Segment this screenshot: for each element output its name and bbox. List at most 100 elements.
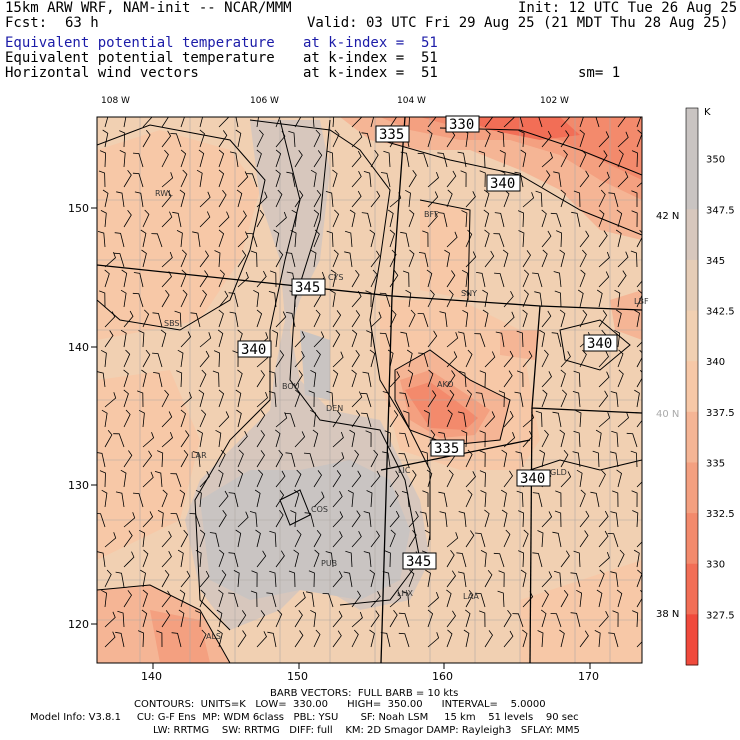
wind-barb — [180, 269, 187, 288]
wind-barb — [479, 610, 486, 628]
wind-barb — [235, 389, 242, 408]
wind-barb — [439, 511, 448, 528]
wind-barb — [161, 489, 168, 508]
wind-barb — [329, 289, 336, 308]
wind-barb — [518, 130, 525, 148]
wind-barb — [100, 349, 107, 368]
field3-name: Horizontal wind vectors — [5, 65, 199, 81]
lon-label: 104 W — [397, 96, 426, 106]
wind-barb — [308, 390, 315, 408]
wind-barb — [351, 470, 362, 488]
wind-barb — [237, 171, 249, 188]
wind-barb — [272, 329, 279, 348]
wind-barb — [154, 471, 163, 488]
wind-barb — [294, 117, 302, 128]
wind-barb — [180, 430, 190, 448]
wind-barb — [365, 290, 372, 308]
wind-barb — [617, 131, 629, 148]
wind-barb — [332, 452, 345, 468]
wind-barb — [218, 411, 230, 428]
wind-barb — [541, 429, 549, 448]
wind-barb — [229, 311, 239, 328]
lon-label: 102 W — [540, 96, 569, 106]
wind-barb — [612, 610, 619, 628]
station-label: RWL — [155, 189, 173, 198]
wind-barb — [104, 631, 116, 648]
wind-barb — [142, 309, 150, 328]
wind-barb — [115, 631, 125, 648]
wind-barb — [332, 570, 343, 588]
wind-barb — [363, 171, 372, 188]
wind-barb — [344, 251, 353, 268]
wind-barb — [417, 152, 429, 168]
wind-barb — [256, 117, 259, 128]
wind-barb — [503, 291, 514, 308]
wind-barb — [474, 592, 486, 608]
contour-label: 335 — [434, 441, 459, 457]
wind-barb — [497, 130, 505, 148]
wind-barb — [275, 211, 287, 228]
wind-barb — [579, 129, 585, 148]
wind-barb — [351, 150, 362, 168]
wind-barb — [402, 270, 410, 288]
wind-barb — [610, 511, 619, 528]
wind-barb — [294, 190, 304, 208]
wind-barb — [199, 409, 207, 428]
wind-barb — [142, 589, 148, 608]
wind-barb — [139, 529, 146, 548]
wind-barb — [399, 432, 410, 448]
wind-barb — [275, 470, 286, 488]
wind-barb — [180, 391, 192, 408]
wind-barb — [408, 209, 415, 228]
wind-barb — [539, 449, 546, 468]
wind-barb — [579, 630, 589, 648]
wind-barb — [405, 189, 411, 208]
wind-barb — [421, 450, 429, 468]
wind-barb — [579, 249, 587, 268]
wind-barb — [407, 369, 414, 388]
wind-barb — [446, 170, 457, 188]
wind-barb — [288, 570, 296, 588]
wind-barb — [286, 171, 296, 188]
wind-barb — [294, 150, 303, 168]
wind-barb — [142, 129, 151, 148]
colorbar-label: 347.5 — [706, 205, 735, 216]
wind-barb — [389, 270, 399, 288]
wind-barb — [99, 470, 106, 488]
wind-barb — [369, 629, 375, 648]
wind-barb — [178, 609, 185, 628]
wind-barb — [275, 189, 283, 208]
wind-barb — [313, 129, 321, 148]
wind-barb — [475, 532, 486, 548]
colorbar — [685, 107, 699, 666]
wind-barb — [541, 571, 553, 588]
wind-barb — [218, 389, 225, 408]
wind-barb — [550, 613, 562, 628]
wind-barb — [161, 551, 172, 568]
wind-barb — [615, 229, 622, 248]
wind-barb — [161, 590, 172, 608]
wind-barb — [218, 569, 227, 588]
wind-barb — [626, 432, 638, 448]
wind-barb — [104, 311, 116, 328]
wind-barb — [293, 489, 300, 508]
wind-barb — [598, 469, 606, 488]
wind-barb — [256, 469, 264, 488]
wind-barb — [161, 251, 173, 268]
wind-barb — [332, 209, 340, 228]
wind-barb — [370, 190, 381, 208]
wind-barb — [99, 290, 106, 308]
wind-barb — [176, 370, 183, 388]
wind-barb — [631, 210, 638, 228]
wind-barb — [515, 451, 524, 468]
wind-barb — [97, 231, 106, 248]
wind-barb — [218, 189, 227, 208]
wind-barb — [389, 371, 400, 388]
wind-barb — [389, 229, 395, 248]
wind-barb — [179, 489, 186, 508]
wind-barb — [457, 151, 467, 168]
wind-barb — [516, 370, 524, 388]
wind-barb — [256, 149, 262, 168]
wind-barb — [195, 610, 202, 628]
field1-name: Equivalent potential temperature — [5, 35, 275, 51]
